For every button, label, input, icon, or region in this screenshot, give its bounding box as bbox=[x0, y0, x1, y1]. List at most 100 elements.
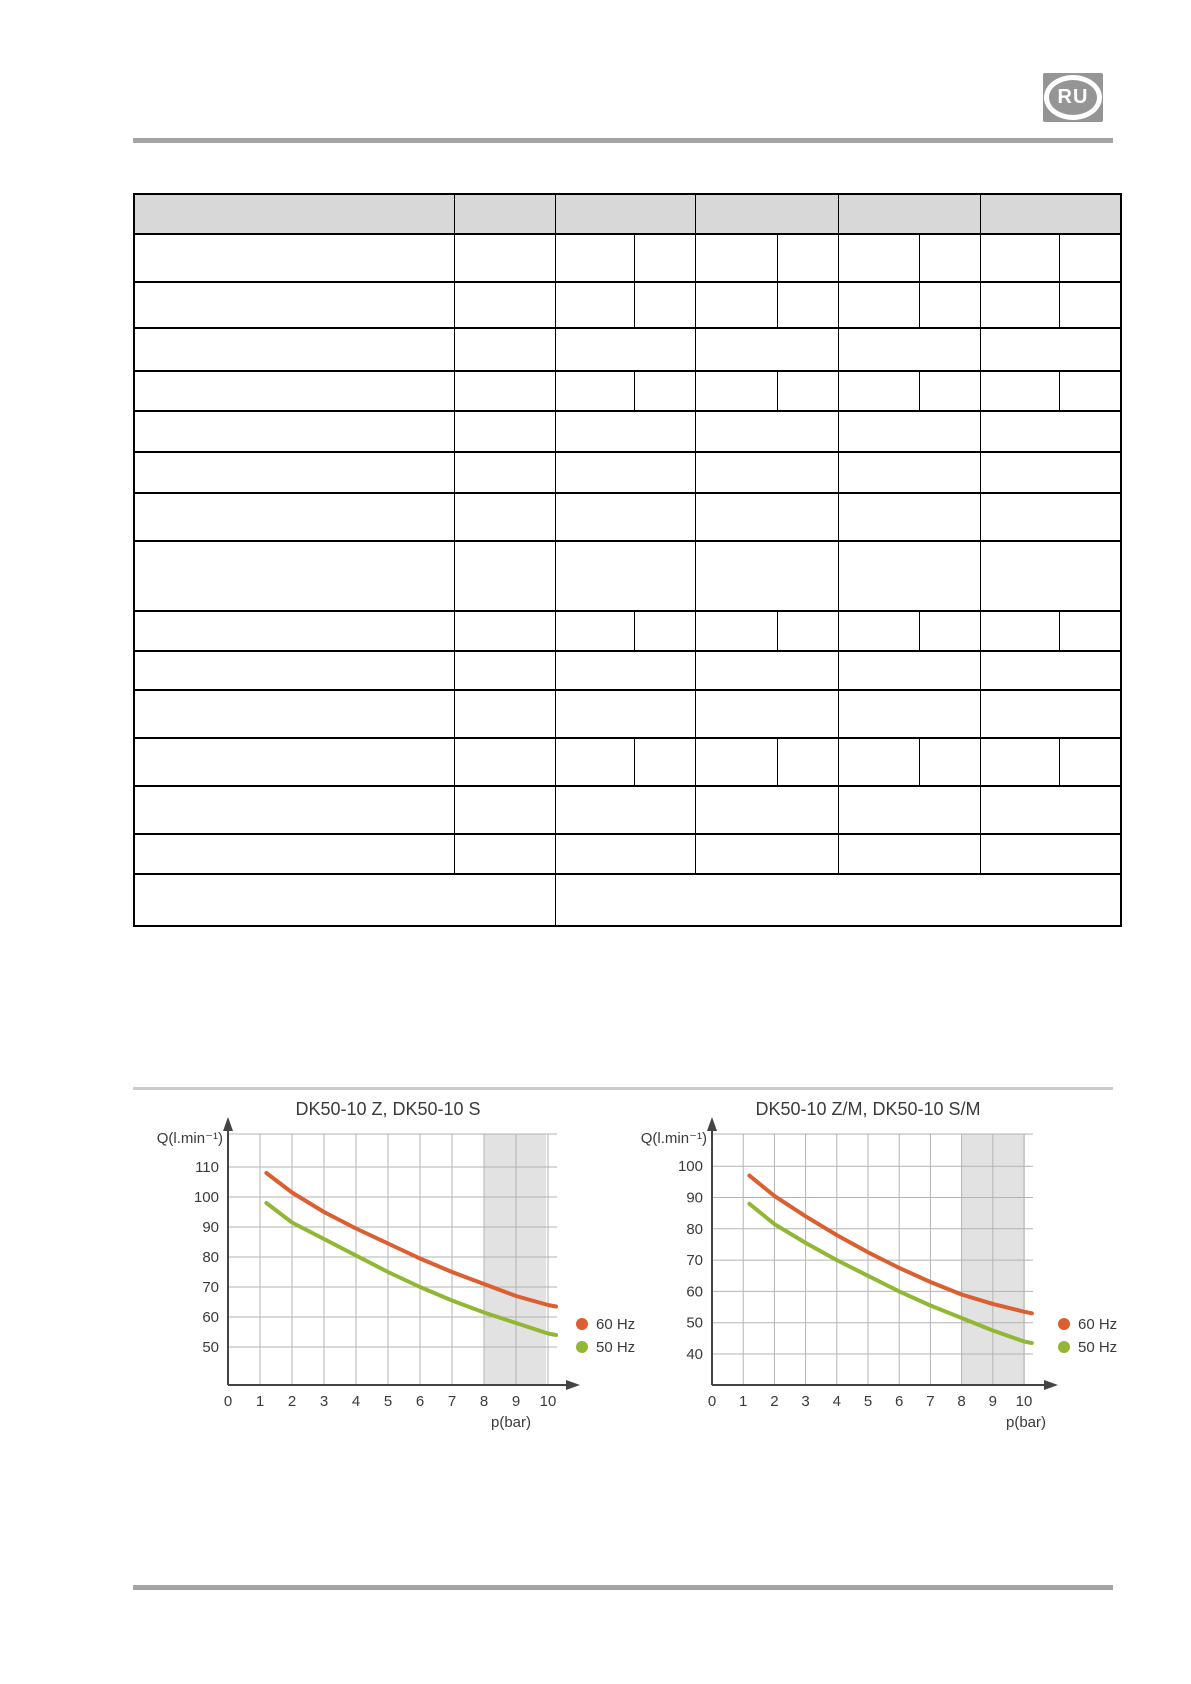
table-cell bbox=[837, 233, 920, 283]
table-cell bbox=[776, 370, 839, 412]
table-cell bbox=[453, 650, 556, 691]
performance-chart-right: DK50-10 Z/M, DK50-10 S/M Q(l.min⁻¹) p(bar)… bbox=[641, 1099, 1117, 1431]
x-axis-label: p(bar) bbox=[1006, 1414, 1046, 1431]
y-tick-label: 90 bbox=[202, 1219, 219, 1236]
table-cell bbox=[133, 193, 455, 235]
x-tick-label: 9 bbox=[512, 1393, 520, 1410]
table-cell bbox=[694, 193, 839, 235]
table-row bbox=[133, 451, 1122, 494]
table-cell bbox=[918, 370, 981, 412]
table-cell bbox=[694, 650, 839, 691]
table-cell bbox=[979, 737, 1060, 787]
table-cell bbox=[837, 833, 981, 875]
table-cell bbox=[633, 737, 696, 787]
table-cell bbox=[133, 281, 455, 329]
logo-text: RU bbox=[1057, 86, 1089, 108]
table-cell bbox=[979, 451, 1122, 494]
x-tick-label: 2 bbox=[770, 1393, 778, 1410]
x-tick-label: 1 bbox=[739, 1393, 747, 1410]
ru-language-logo: RU bbox=[1043, 73, 1103, 122]
table-cell bbox=[837, 281, 920, 329]
table-cell bbox=[776, 233, 839, 283]
table-cell bbox=[694, 737, 778, 787]
y-axis-arrow-icon bbox=[707, 1117, 717, 1131]
legend-label: 50 Hz bbox=[1078, 1339, 1117, 1356]
y-tick-label: 80 bbox=[202, 1249, 219, 1266]
table-cell bbox=[1058, 737, 1122, 787]
table-cell bbox=[453, 492, 556, 542]
chart-title: DK50-10 Z/M, DK50-10 S/M bbox=[755, 1099, 980, 1119]
x-tick-label: 10 bbox=[1016, 1393, 1033, 1410]
table-cell bbox=[554, 327, 696, 372]
y-tick-label: 50 bbox=[686, 1315, 703, 1332]
table-cell bbox=[633, 610, 696, 652]
table-cell bbox=[837, 737, 920, 787]
x-tick-label: 4 bbox=[833, 1393, 841, 1410]
x-tick-label: 4 bbox=[352, 1393, 360, 1410]
y-axis-arrow-icon bbox=[223, 1117, 233, 1131]
table-cell bbox=[837, 785, 981, 835]
table-cell bbox=[979, 650, 1122, 691]
table-row bbox=[133, 281, 1122, 329]
table-cell bbox=[979, 492, 1122, 542]
y-tick-label: 90 bbox=[686, 1190, 703, 1207]
table-cell bbox=[133, 233, 455, 283]
table-cell bbox=[694, 327, 839, 372]
table-cell bbox=[554, 410, 696, 453]
table-cell bbox=[837, 451, 981, 494]
table-cell bbox=[453, 737, 556, 787]
table-cell bbox=[554, 370, 635, 412]
table-cell bbox=[837, 610, 920, 652]
tick-labels: 0 1 2 3 4 5 6 7 8 9 10 110 100 90 80 70 60 50 bbox=[194, 1159, 556, 1410]
table-cell bbox=[694, 410, 839, 453]
y-tick-label: 100 bbox=[678, 1158, 703, 1175]
table-cell bbox=[694, 233, 778, 283]
table-cell bbox=[837, 327, 981, 372]
table-cell bbox=[453, 410, 556, 453]
table-cell bbox=[453, 785, 556, 835]
table-cell bbox=[979, 233, 1060, 283]
table-cell bbox=[133, 327, 455, 372]
table-cell bbox=[837, 492, 981, 542]
curve-50hz bbox=[264, 1201, 558, 1337]
table-cell bbox=[133, 873, 556, 927]
table-cell bbox=[837, 193, 981, 235]
table-cell bbox=[633, 233, 696, 283]
x-tick-label: 9 bbox=[989, 1393, 997, 1410]
table-cell bbox=[979, 370, 1060, 412]
table-cell bbox=[133, 540, 455, 612]
legend: 60 Hz 50 Hz bbox=[1058, 1316, 1117, 1356]
table-cell bbox=[133, 370, 455, 412]
x-tick-label: 8 bbox=[480, 1393, 488, 1410]
legend-dot-icon bbox=[576, 1341, 588, 1353]
table-cell bbox=[133, 833, 455, 875]
y-tick-label: 110 bbox=[195, 1159, 219, 1176]
table-cell bbox=[979, 193, 1122, 235]
tick-labels: 0 1 2 3 4 5 6 7 8 9 10 100 90 80 70 60 50 40 bbox=[678, 1158, 1032, 1410]
table-row bbox=[133, 689, 1122, 739]
table-row bbox=[133, 233, 1122, 283]
shaded-pressure-band bbox=[484, 1134, 546, 1385]
table-row bbox=[133, 370, 1122, 412]
table-cell bbox=[918, 233, 981, 283]
y-tick-label: 60 bbox=[202, 1309, 219, 1326]
table-cell bbox=[133, 451, 455, 494]
legend-dot-icon bbox=[576, 1318, 588, 1330]
shaded-pressure-band bbox=[962, 1134, 1025, 1385]
table-cell bbox=[554, 833, 696, 875]
table-cell bbox=[133, 650, 455, 691]
legend-label: 50 Hz bbox=[596, 1339, 635, 1356]
x-tick-label: 7 bbox=[448, 1393, 456, 1410]
table-cell bbox=[633, 281, 696, 329]
table-cell bbox=[979, 833, 1122, 875]
table-cell bbox=[633, 370, 696, 412]
table-cell bbox=[694, 540, 839, 612]
table-cell bbox=[554, 281, 635, 329]
table-cell bbox=[453, 327, 556, 372]
y-axis-label: Q(l.min⁻¹) bbox=[641, 1130, 707, 1147]
table-cell bbox=[453, 370, 556, 412]
technical-data-table bbox=[133, 193, 1122, 927]
table-cell bbox=[979, 540, 1122, 612]
x-tick-label: 2 bbox=[288, 1393, 296, 1410]
table-cell bbox=[1058, 233, 1122, 283]
